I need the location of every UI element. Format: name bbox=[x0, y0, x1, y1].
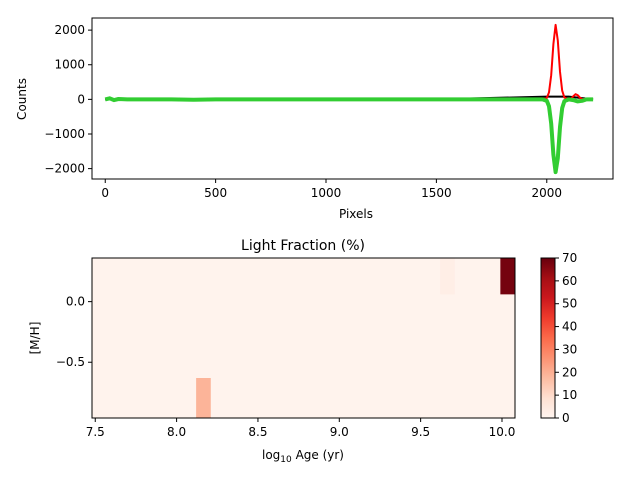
x-tick-label: 8.5 bbox=[248, 425, 267, 439]
x-tick-label: 9.5 bbox=[411, 425, 430, 439]
heatmap-title: Light Fraction (%) bbox=[241, 238, 365, 254]
x-tick-label: 9.0 bbox=[330, 425, 349, 439]
spectrum-y-axis-label: Counts bbox=[15, 78, 29, 120]
y-tick-label: 1000 bbox=[54, 58, 85, 72]
spectrum-y-axis: −2000 −1000 0 1000 2000 bbox=[44, 23, 92, 176]
heatmap-y-axis-label: [M/H] bbox=[28, 322, 42, 355]
y-tick-label: −0.5 bbox=[56, 355, 85, 369]
colorbar-tick-label: 60 bbox=[562, 274, 577, 288]
spectrum-chart: 0 500 1000 1500 2000 −2000 −1000 0 1000 2000 Pix… bbox=[15, 17, 614, 221]
x-tick-label: 7.5 bbox=[86, 425, 105, 439]
heatmap-plot-frame bbox=[91, 257, 516, 419]
heatmap-y-axis: −0.5 0.0 bbox=[56, 295, 92, 369]
colorbar-tick-label: 40 bbox=[562, 320, 577, 334]
y-tick-label: −1000 bbox=[44, 127, 85, 141]
colorbar-tick-label: 50 bbox=[562, 297, 577, 311]
heatmap-cell bbox=[196, 378, 211, 418]
x-tick-label: 8.0 bbox=[167, 425, 186, 439]
spectrum-series-line bbox=[542, 23, 587, 101]
x-tick-label: 2000 bbox=[531, 186, 562, 200]
spectrum-x-axis-label: Pixels bbox=[339, 207, 373, 221]
x-tick-label: 1500 bbox=[421, 186, 452, 200]
colorbar-tick-label: 10 bbox=[562, 388, 577, 402]
y-tick-label: 0.0 bbox=[66, 295, 85, 309]
colorbar-tick-label: 30 bbox=[562, 342, 577, 356]
spectrum-x-axis: 0 500 1000 1500 2000 bbox=[101, 179, 562, 200]
heatmap-x-axis: 7.5 8.0 8.5 9.0 9.5 10.0 bbox=[86, 418, 516, 439]
x-tick-label: 10.0 bbox=[489, 425, 516, 439]
colorbar-tick-label: 20 bbox=[562, 365, 577, 379]
light-fraction-chart: Light Fraction (%) 7.5 8.0 8.5 9.0 9.5 10.0 −… bbox=[28, 238, 577, 465]
colorbar-axis: 0 10 20 30 40 50 60 70 bbox=[555, 251, 577, 425]
heatmap-x-axis-label: log10 Age (yr) bbox=[262, 448, 344, 465]
spectrum-series-line bbox=[104, 96, 594, 175]
x-tick-label: 1000 bbox=[311, 186, 342, 200]
heatmap-cells bbox=[196, 258, 515, 418]
x-tick-label: 0 bbox=[101, 186, 109, 200]
y-tick-label: 0 bbox=[77, 92, 85, 106]
x-tick-label: 500 bbox=[204, 186, 227, 200]
spectrum-series bbox=[104, 23, 594, 175]
y-tick-label: 2000 bbox=[54, 23, 85, 37]
y-tick-label: −2000 bbox=[44, 162, 85, 176]
heatmap-cell bbox=[440, 258, 455, 295]
colorbar-tick-label: 0 bbox=[562, 411, 570, 425]
spectrum-plot-frame bbox=[91, 17, 614, 180]
heatmap-cell bbox=[500, 258, 515, 295]
colorbar bbox=[540, 257, 556, 419]
colorbar-tick-label: 70 bbox=[562, 251, 577, 265]
